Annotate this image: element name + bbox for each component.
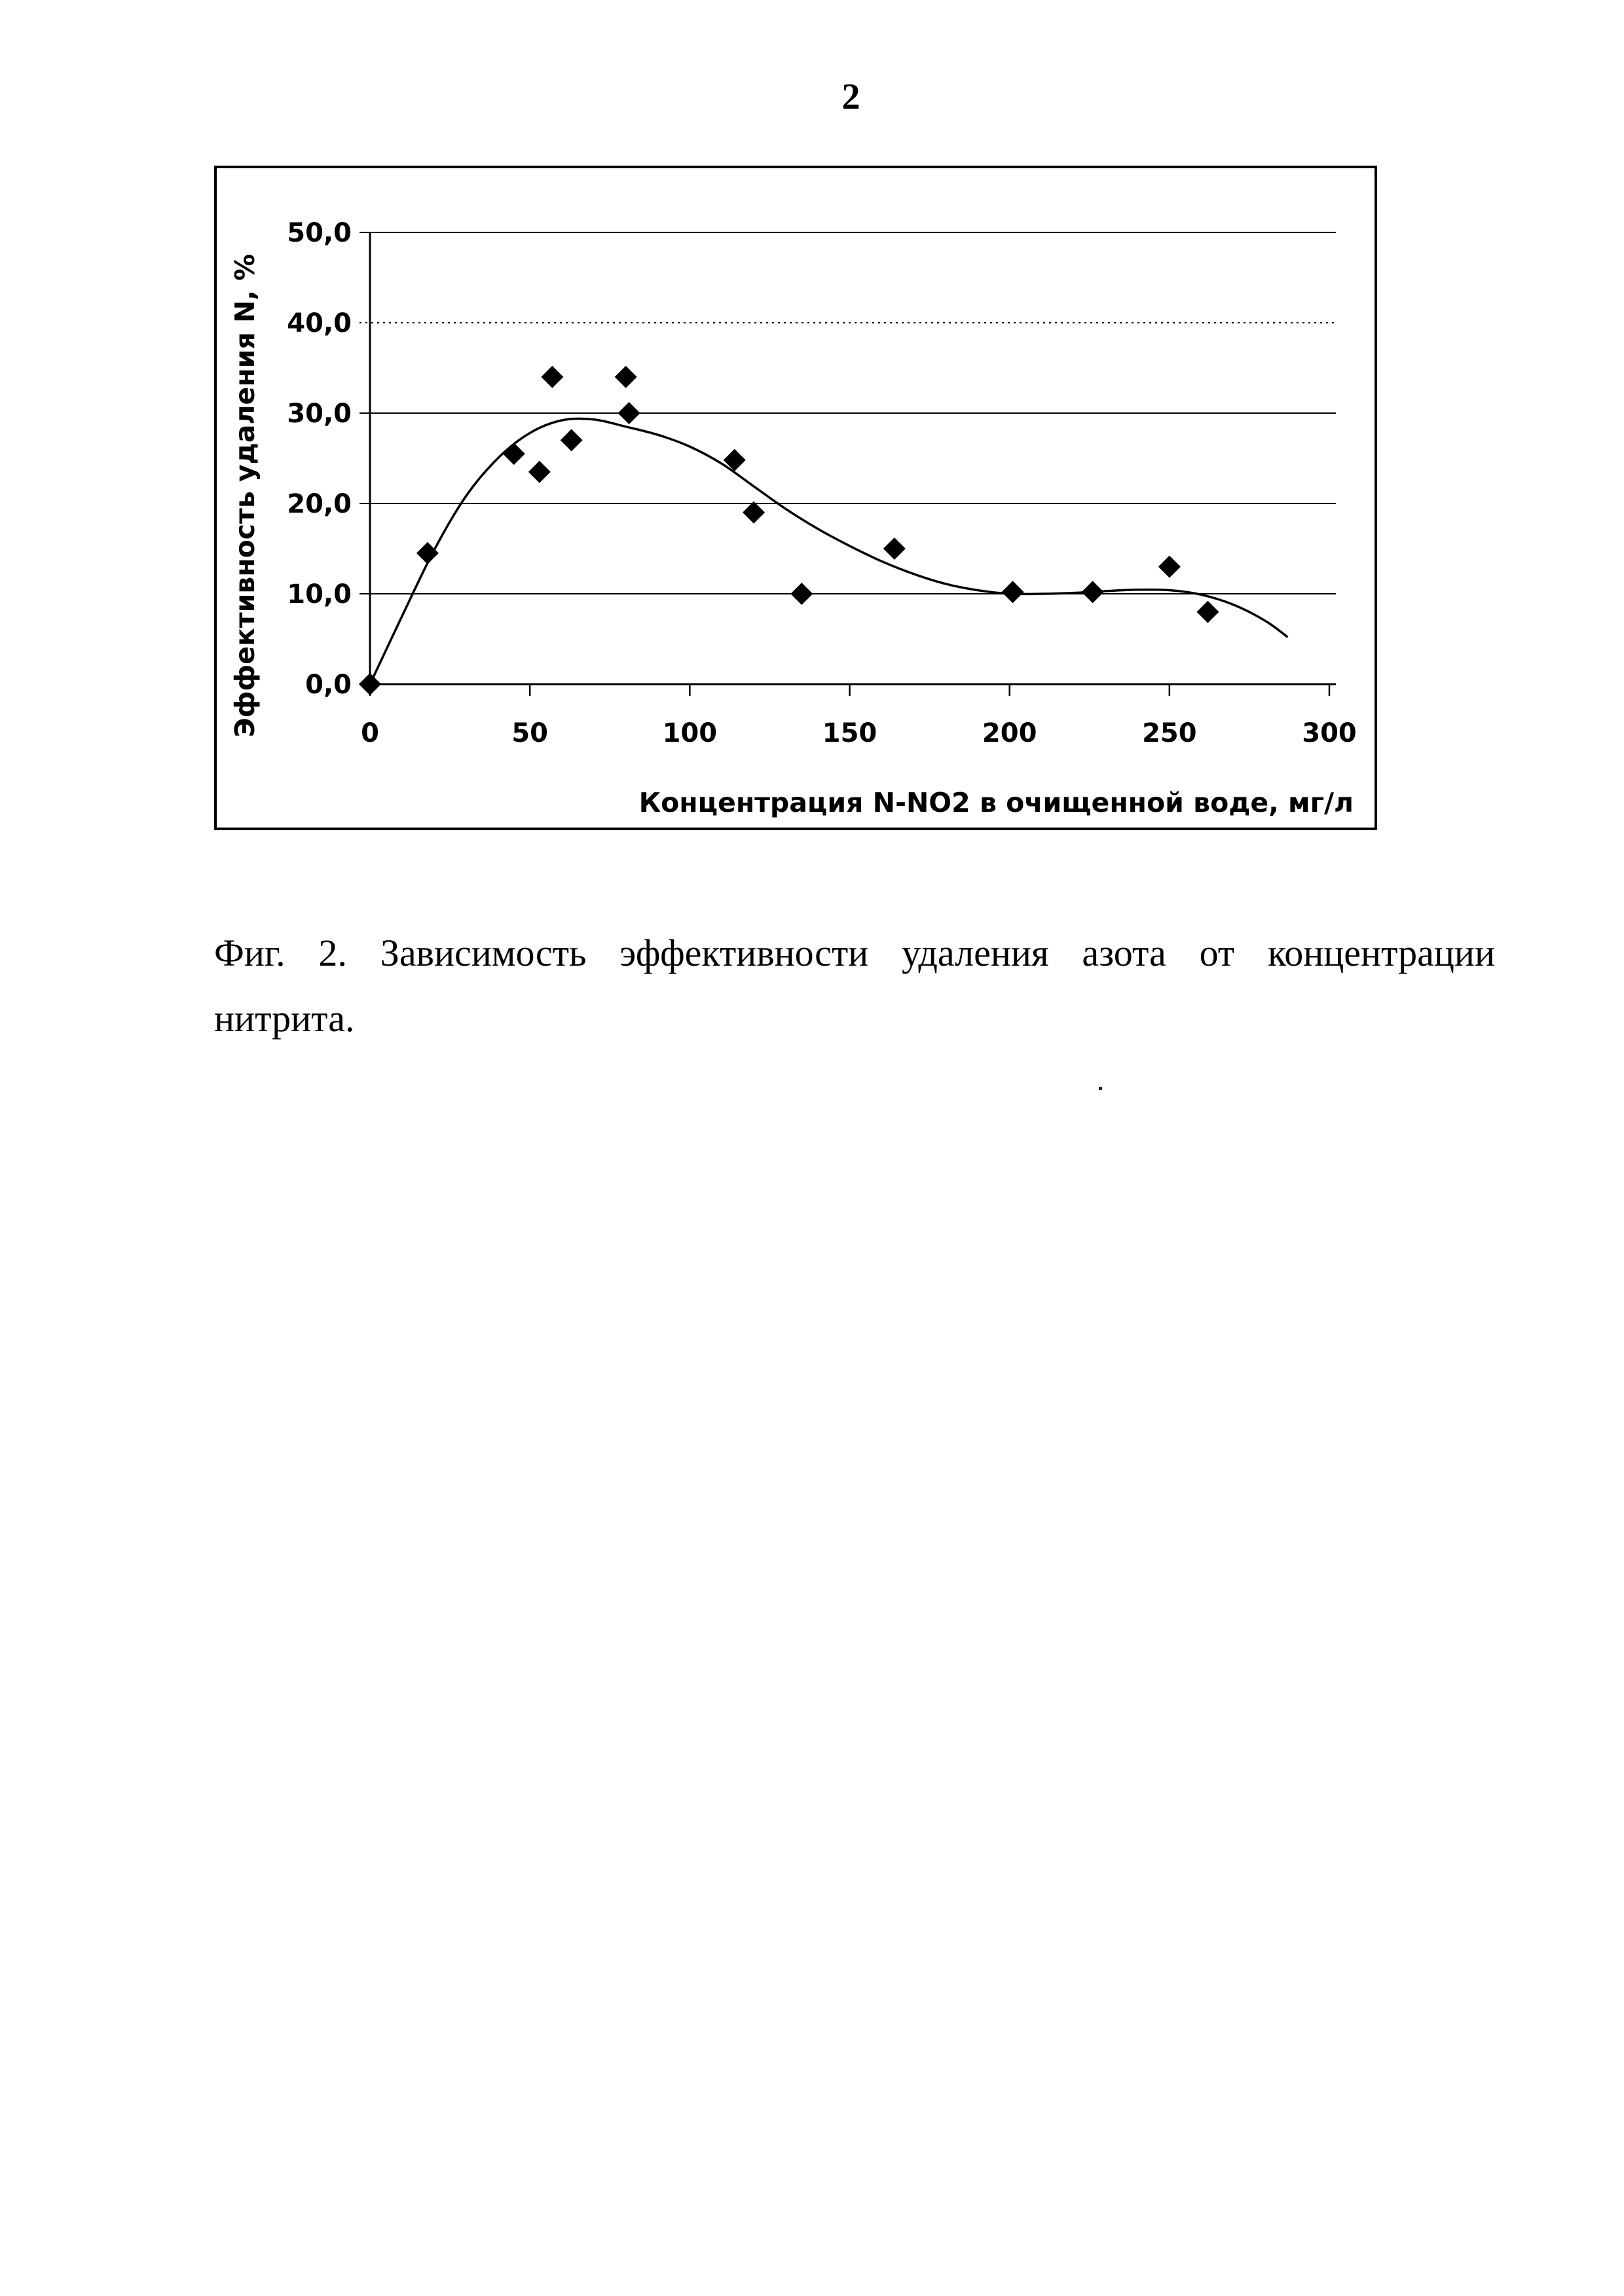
data-point-marker [614,365,637,388]
figure-caption-line-1: Фиг. 2. Зависимость эффективности удален… [214,932,1495,974]
x-tick-label: 150 [822,718,877,748]
data-point-marker [1196,600,1219,623]
data-point-marker [1001,581,1024,604]
data-point-marker [416,541,439,564]
data-point-marker [541,365,564,388]
data-point-marker [743,501,765,524]
y-axis-title: Эффективность удаления N, % [229,254,261,738]
figure-caption-line-2: нитрита. [214,997,355,1040]
figure-frame: 0 50 100 150 200 250 300 0,0 10,0 20,0 30,0 40,0 50,… [214,166,1377,830]
data-point-marker [618,402,640,424]
x-tick-label: 200 [982,718,1037,748]
data-point-marker [1081,581,1104,604]
data-point-marker [560,429,583,452]
data-point-marker [528,460,551,483]
x-tick-label: 300 [1302,718,1357,748]
y-tick-label: 40,0 [287,308,352,338]
y-tick-label: 20,0 [287,489,352,519]
page-number: 2 [841,77,861,117]
y-tick-label: 50,0 [287,218,352,248]
figure-caption: Фиг. 2. Зависимость эффективности удален… [214,920,1495,1051]
data-point-marker [790,583,813,605]
data-point-marker [502,443,525,465]
x-tick-label: 250 [1142,718,1197,748]
y-tick-label: 30,0 [287,399,352,429]
data-point-marker [723,448,746,471]
data-point-marker [359,673,381,695]
y-tick-label: 10,0 [287,579,352,610]
trend-curve [369,417,1289,685]
data-point-marker [1158,555,1181,578]
scan-noise-dot [1099,1087,1102,1090]
scatter-chart: 0 50 100 150 200 250 300 0,0 10,0 20,0 30,0 40,0 50,… [229,218,1357,818]
x-tick-label: 0 [361,718,379,748]
y-tick-label: 0,0 [305,670,352,700]
x-tick-label: 100 [663,718,717,748]
x-tick-label: 50 [511,718,548,748]
x-axis-title: Концентрация N-NO2 в очищенной воде, мг/… [639,787,1354,818]
data-point-marker [883,538,906,560]
